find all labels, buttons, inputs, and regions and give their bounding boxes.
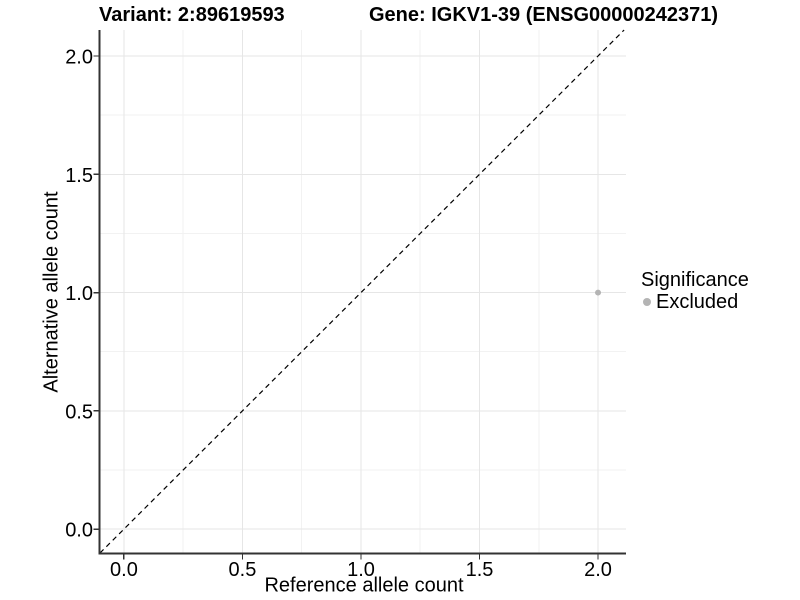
x-tick-label: 0.0	[110, 559, 138, 581]
x-axis-title: Reference allele count	[264, 574, 464, 597]
legend: Significance Excluded	[641, 269, 749, 313]
legend-title: Significance	[641, 269, 749, 291]
data-point	[595, 289, 602, 296]
legend-item-label: Excluded	[656, 291, 739, 313]
y-tick-label: 1.5	[65, 165, 93, 187]
y-tick-label: 0.0	[65, 520, 93, 542]
plot-title-gene: Gene: IGKV1-39 (ENSG00000242371)	[369, 4, 719, 26]
legend-key-point-icon	[643, 298, 651, 306]
x-tick-label: 1.5	[466, 559, 494, 581]
x-tick-label: 2.0	[584, 559, 612, 581]
x-tick-label: 0.5	[229, 559, 257, 581]
x-tick-label: 1.0	[347, 559, 375, 581]
y-tick-label: 2.0	[65, 47, 93, 69]
y-axis-title: Alternative allele count	[40, 191, 63, 393]
identity-dashed-line	[99, 29, 625, 554]
y-tick-label: 0.5	[65, 401, 93, 423]
y-tick-label: 1.0	[65, 283, 93, 305]
legend-item-excluded: Excluded	[641, 291, 749, 313]
plot-title-variant: Variant: 2:89619593	[99, 4, 285, 26]
